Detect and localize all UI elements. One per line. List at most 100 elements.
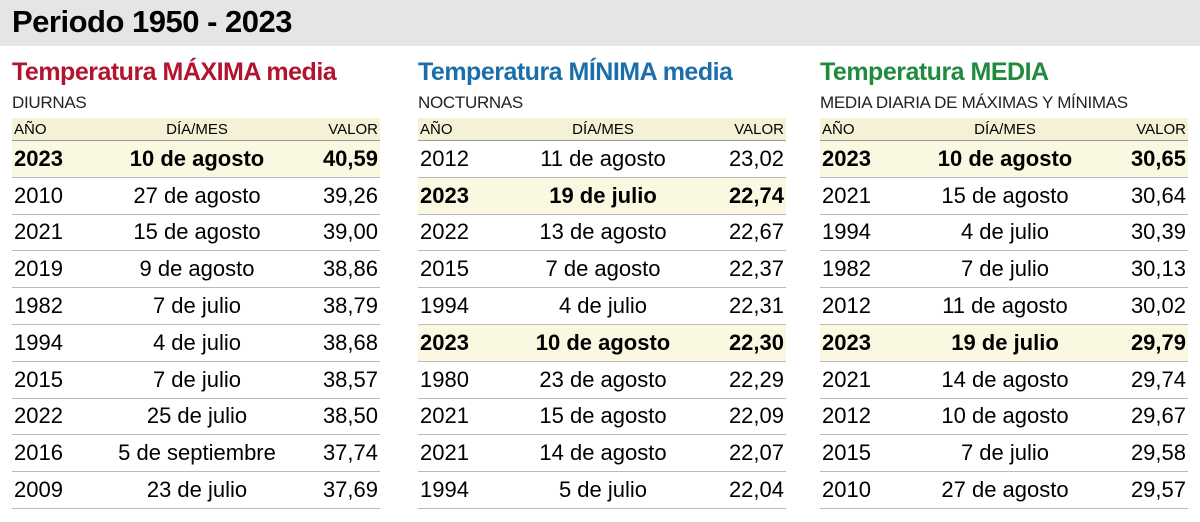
table-row: 2021 14 de agosto 22,07 bbox=[418, 435, 786, 473]
table-cell: 2009 bbox=[14, 477, 63, 503]
table-cell: 22,37 bbox=[728, 256, 784, 282]
table-row: 1994 4 de julio 30,39 bbox=[820, 215, 1188, 252]
table-cell: 10 de agosto bbox=[941, 403, 1069, 429]
table-row: 2023 10 de agosto 22,30 bbox=[418, 324, 786, 362]
table-cell: 2010 bbox=[14, 182, 63, 208]
table-row: 2016 5 de septiembre 37,74 bbox=[12, 435, 380, 473]
table-row: 2022 13 de agosto 22,67 bbox=[418, 215, 786, 252]
table-cell: 22,09 bbox=[728, 403, 784, 429]
table-cell: 22,30 bbox=[728, 329, 784, 355]
table-cell: 7 de julio bbox=[152, 366, 242, 392]
table-row: 2021 15 de agosto 39,00 bbox=[12, 215, 380, 252]
table-cell: 37,74 bbox=[322, 440, 378, 466]
column-header: VALOR bbox=[328, 120, 378, 138]
table-cell: 27 de agosto bbox=[941, 477, 1069, 503]
table-cell: 22,31 bbox=[728, 293, 784, 319]
table-cell: 23,02 bbox=[728, 145, 784, 171]
table-row: 2015 7 de julio 29,58 bbox=[820, 435, 1188, 473]
table-row: 2009 23 de julio 37,69 bbox=[12, 472, 380, 509]
table-cell: 10 de agosto bbox=[937, 145, 1073, 171]
table-row: 2023 19 de julio 29,79 bbox=[820, 324, 1188, 362]
table-cell: 2023 bbox=[420, 182, 469, 208]
table-cell: 9 de agosto bbox=[139, 256, 255, 282]
table-cell: 38,86 bbox=[322, 256, 378, 282]
table-subtitle: MEDIA DIARIA DE MÁXIMAS Y MÍNIMAS bbox=[820, 93, 1128, 112]
table-row: 2021 14 de agosto 29,74 bbox=[820, 362, 1188, 399]
table-cell: 13 de agosto bbox=[539, 219, 667, 245]
table-cell: 1994 bbox=[14, 329, 63, 355]
table-cell: 40,59 bbox=[322, 145, 378, 171]
table-row: 2021 15 de agosto 22,09 bbox=[418, 399, 786, 436]
table-cell: 2012 bbox=[822, 293, 871, 319]
table-cell: 7 de julio bbox=[960, 256, 1050, 282]
table-cell: 29,57 bbox=[1130, 477, 1186, 503]
column-header: AÑO bbox=[14, 120, 47, 138]
table-cell: 38,57 bbox=[322, 366, 378, 392]
table-cell: 5 de septiembre bbox=[118, 440, 276, 466]
table-cell: 11 de agosto bbox=[540, 145, 666, 171]
column-header: VALOR bbox=[734, 120, 784, 138]
table-cell: 2021 bbox=[420, 440, 469, 466]
header-row: AÑO DÍA/MES VALOR bbox=[418, 118, 786, 141]
table-cell: 4 de julio bbox=[960, 219, 1050, 245]
table-cell: 29,79 bbox=[1130, 329, 1186, 355]
table-cell: 15 de agosto bbox=[941, 182, 1069, 208]
table: Temperatura MEDIA MEDIA DIARIA DE MÁXIMAS… bbox=[820, 56, 1188, 509]
table-cell: 2015 bbox=[420, 256, 469, 282]
header-bar: Periodo 1950 - 2023 bbox=[0, 0, 1200, 46]
table-cell: 2012 bbox=[420, 145, 469, 171]
table-cell: 22,07 bbox=[728, 440, 784, 466]
table-cell: 2022 bbox=[14, 403, 63, 429]
table-cell: 10 de agosto bbox=[535, 329, 671, 355]
table-cell: 27 de agosto bbox=[133, 182, 261, 208]
header-row: AÑO DÍA/MES VALOR bbox=[820, 118, 1188, 141]
table-cell: 2019 bbox=[14, 256, 63, 282]
table-row: 2012 11 de agosto 30,02 bbox=[820, 288, 1188, 325]
table-cell: 2010 bbox=[822, 477, 871, 503]
table-cell: 1982 bbox=[822, 256, 871, 282]
table-cell: 22,74 bbox=[728, 182, 784, 208]
column-header: DÍA/MES bbox=[166, 120, 228, 138]
table-cell: 23 de agosto bbox=[539, 366, 667, 392]
table-cell: 29,58 bbox=[1130, 440, 1186, 466]
table-cell: 2023 bbox=[822, 145, 871, 171]
table-cell: 2021 bbox=[822, 366, 871, 392]
table-row: 1982 7 de julio 38,79 bbox=[12, 288, 380, 325]
table-cell: 22,29 bbox=[728, 366, 784, 392]
table-cell: 2022 bbox=[420, 219, 469, 245]
table-cell: 7 de julio bbox=[960, 440, 1050, 466]
column-header: AÑO bbox=[420, 120, 453, 138]
table-title: Temperatura MEDIA bbox=[820, 58, 1049, 86]
table-cell: 30,02 bbox=[1130, 293, 1186, 319]
table-cell: 15 de agosto bbox=[133, 219, 261, 245]
table-cell: 29,74 bbox=[1130, 366, 1186, 392]
table-cell: 38,79 bbox=[322, 293, 378, 319]
table-cell: 23 de julio bbox=[146, 477, 248, 503]
table-row: 2023 19 de julio 22,74 bbox=[418, 177, 786, 215]
table-row: 1994 4 de julio 22,31 bbox=[418, 288, 786, 325]
table-cell: 25 de julio bbox=[146, 403, 248, 429]
table-row: 2012 10 de agosto 29,67 bbox=[820, 399, 1188, 436]
table-cell: 38,68 bbox=[322, 329, 378, 355]
table-cell: 2021 bbox=[14, 219, 63, 245]
table-cell: 19 de julio bbox=[951, 329, 1059, 355]
table-title: Temperatura MÁXIMA media bbox=[12, 58, 337, 86]
table-row: 1994 5 de julio 22,04 bbox=[418, 472, 786, 509]
table-row: 1982 7 de julio 30,13 bbox=[820, 251, 1188, 289]
table-row: 2019 9 de agosto 38,86 bbox=[12, 251, 380, 289]
table-cell: 2015 bbox=[14, 366, 63, 392]
table-cell: 22,04 bbox=[728, 477, 784, 503]
table-row: 2015 7 de agosto 22,37 bbox=[418, 251, 786, 289]
table-cell: 11 de agosto bbox=[942, 293, 1068, 319]
table-cell: 2012 bbox=[822, 403, 871, 429]
table-row: 2010 27 de agosto 39,26 bbox=[12, 178, 380, 215]
header-row: AÑO DÍA/MES VALOR bbox=[12, 118, 380, 141]
table-cell: 30,39 bbox=[1130, 219, 1186, 245]
table-row: 2022 25 de julio 38,50 bbox=[12, 399, 380, 436]
table-row: 2010 27 de agosto 29,57 bbox=[820, 472, 1188, 509]
table-cell: 1980 bbox=[420, 366, 469, 392]
table-row: 1980 23 de agosto 22,29 bbox=[418, 362, 786, 399]
table-cell: 7 de julio bbox=[152, 293, 242, 319]
table-cell: 15 de agosto bbox=[539, 403, 667, 429]
